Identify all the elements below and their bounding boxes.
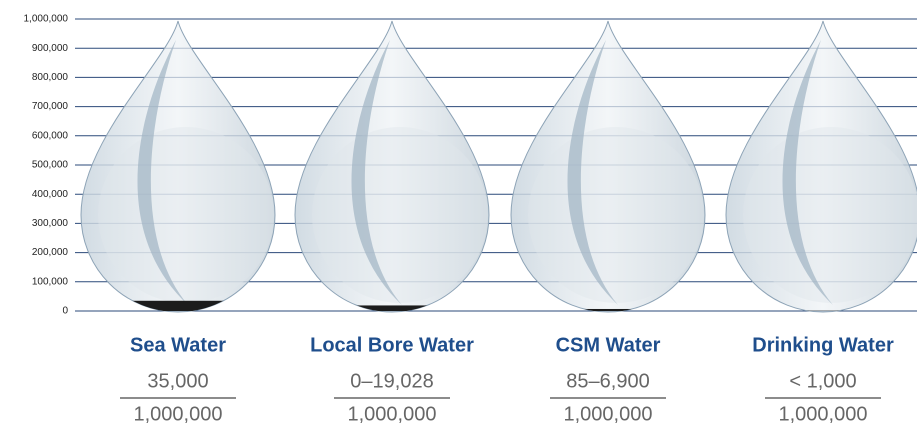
drop: [725, 20, 917, 313]
y-tick-label: 0: [62, 306, 68, 317]
value-label: 0–19,028: [350, 370, 433, 392]
drop-highlight: [137, 40, 188, 305]
y-tick-label: 900,000: [32, 43, 69, 54]
value-label: 85–6,900: [566, 370, 649, 392]
fill-level: [511, 308, 705, 311]
category-label: Local Bore Water: [310, 334, 474, 356]
y-tick-label: 100,000: [32, 276, 69, 287]
drop-highlight: [782, 40, 833, 305]
denominator-label: 1,000,000: [564, 403, 653, 425]
category-label: CSM Water: [556, 334, 661, 356]
category-label: Drinking Water: [752, 334, 894, 356]
value-label: 35,000: [147, 370, 208, 392]
value-label: < 1,000: [789, 370, 856, 392]
drop-highlight: [351, 40, 402, 305]
drop-shade: [312, 127, 488, 303]
y-tick-label: 1,000,000: [24, 14, 69, 25]
fill-level: [295, 305, 489, 311]
drop-highlight: [567, 40, 618, 305]
y-tick-label: 600,000: [32, 130, 69, 141]
drop: [80, 20, 276, 313]
drop-shade: [743, 127, 917, 303]
y-tick-label: 400,000: [32, 189, 69, 200]
y-tick-label: 800,000: [32, 72, 69, 83]
denominator-label: 1,000,000: [348, 403, 437, 425]
drop: [510, 20, 706, 313]
drop: [294, 20, 490, 313]
drop-shade: [528, 127, 704, 303]
denominator-label: 1,000,000: [134, 403, 223, 425]
fill-level: [81, 300, 275, 311]
y-tick-label: 500,000: [32, 160, 69, 171]
y-tick-label: 200,000: [32, 247, 69, 258]
category-label: Sea Water: [130, 334, 226, 356]
y-tick-label: 300,000: [32, 218, 69, 229]
drop-shade: [98, 127, 274, 303]
y-tick-label: 700,000: [32, 101, 69, 112]
denominator-label: 1,000,000: [779, 403, 868, 425]
